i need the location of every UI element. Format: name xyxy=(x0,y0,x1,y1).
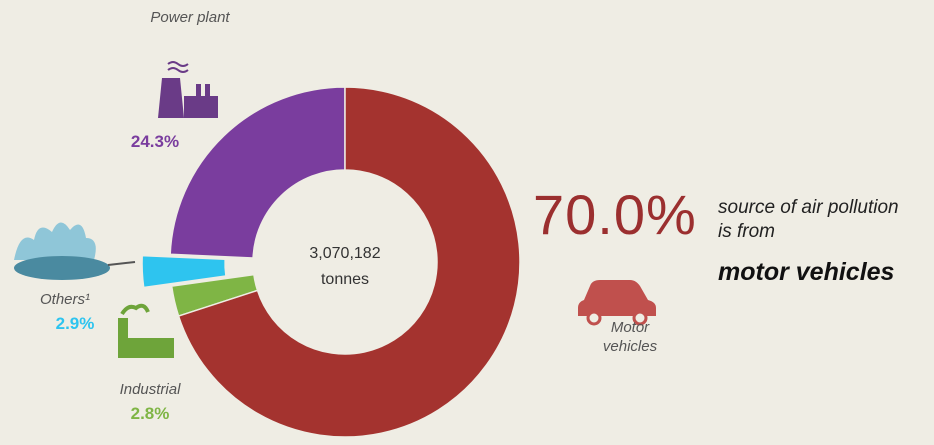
donut-segment xyxy=(169,86,346,259)
headline-value: 70.0% xyxy=(533,183,697,246)
power-plant-icon xyxy=(158,61,218,118)
value-label: 2.9% xyxy=(55,314,95,333)
headline-text: source of air pollution is from xyxy=(718,197,899,242)
donut-segment xyxy=(177,86,521,438)
category-label: Motor vehicles xyxy=(602,319,658,355)
value-label: 24.3% xyxy=(130,132,180,151)
donut-segment xyxy=(170,273,259,318)
center-unit: tonnes xyxy=(321,271,369,288)
category-label: Others¹ xyxy=(39,291,90,308)
category-label: Power plant xyxy=(150,9,230,26)
center-total: 3,070,182 xyxy=(309,245,380,262)
donut-segment xyxy=(141,254,227,289)
industrial-icon xyxy=(118,303,174,358)
car-icon xyxy=(578,280,656,326)
others-icon xyxy=(14,222,136,280)
value-label: 2.8% xyxy=(130,404,170,423)
category-label: Industrial xyxy=(119,381,181,398)
headline-emphasis: motor vehicles xyxy=(718,258,895,286)
